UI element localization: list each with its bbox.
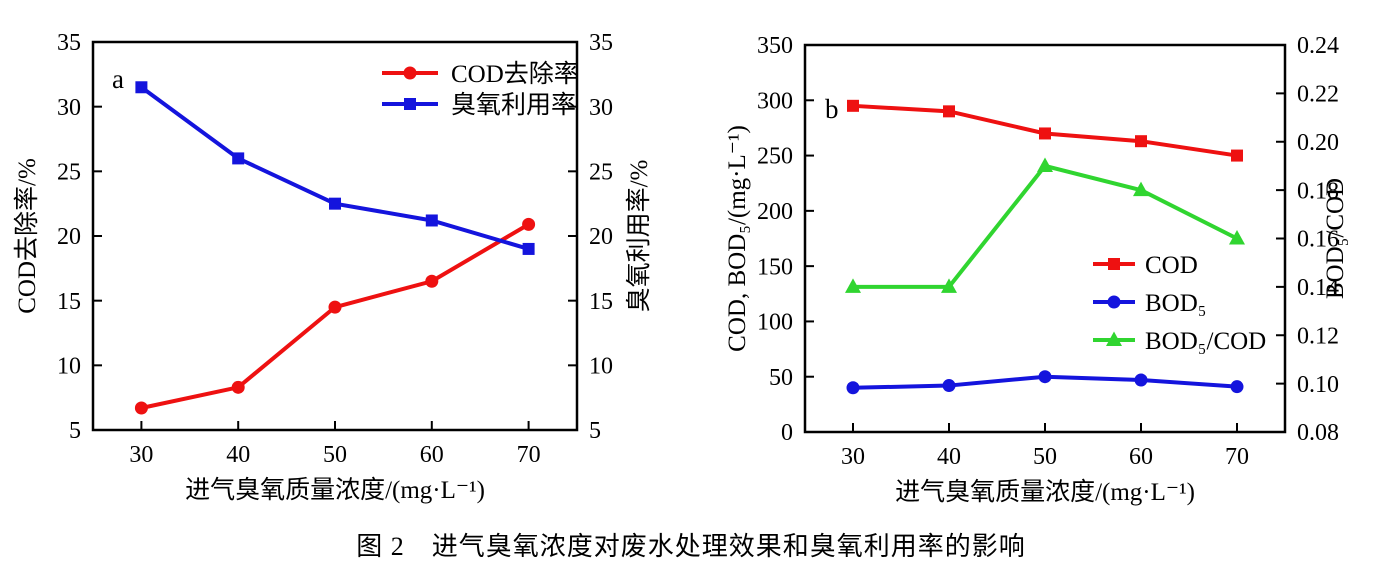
y-tick-label-right: 15 [589,289,613,315]
marker-circle [1134,373,1148,387]
x-tick-label: 40 [226,442,250,468]
axis-title-x: 进气臭氧质量浓度/(mg·L⁻¹) [185,476,485,504]
x-tick-label: 50 [323,442,347,468]
panel-label: b [825,94,839,124]
marker-square [232,152,245,165]
x-tick-label: 60 [1129,444,1153,470]
y-tick-label-left: 300 [757,88,793,114]
y-tick-label-left: 15 [57,289,81,315]
legend-item: 臭氧利用率 [382,91,576,119]
marker-circle [942,379,956,393]
y-tick-label-right: 0.18 [1297,178,1339,204]
y-tick-label-left: 50 [769,365,793,391]
y-tick-label-right: 0.14 [1297,275,1339,301]
chart-a-cod-removal-ozone-utilization: 30 40 50 60 70 5 10 15 20 25 30 35 5 10 15 20 25 30 35 进气臭氧… [13,30,653,504]
y-tick-label-left: 0 [781,420,793,446]
marker-circle [846,381,860,395]
y-tick-label-left: 20 [57,224,81,250]
marker-circle [134,401,148,415]
y-tick-label-right: 0.22 [1297,82,1339,108]
figure-2: 30 40 50 60 70 5 10 15 20 25 30 35 5 10 15 20 25 30 35 进气臭氧… [13,30,1349,561]
marker-circle [1230,380,1244,394]
y-tick-label-left: 200 [757,199,793,225]
marker-square [329,197,341,210]
y-tick-label-left: 350 [757,33,793,59]
marker-triangle [1229,230,1245,245]
x-tick-label: 70 [1225,444,1249,470]
legend-item: BOD₅ [1093,290,1207,317]
x-tick-label: 60 [420,442,444,468]
axis-title-y-left: COD去除率/% [13,158,41,314]
marker-circle [1107,295,1121,309]
marker-square [847,99,859,112]
y-tick-label-right: 30 [589,95,613,121]
marker-square [425,214,438,227]
y-tick-label-right: 0.16 [1297,227,1339,253]
axis-title-y-right: 臭氧利用率/% [625,160,653,313]
marker-circle [403,66,417,80]
marker-square [1231,149,1243,162]
x-tick-label: 30 [129,442,153,468]
marker-circle [425,274,439,288]
legend-item: COD去除率 [382,60,579,88]
marker-circle [231,380,245,394]
y-tick-label-right: 35 [589,30,613,56]
legend-item: BOD₅/COD [1093,328,1266,355]
marker-triangle [1133,181,1149,197]
y-tick-label-right: 0.10 [1297,372,1339,398]
y-tick-label-right: 25 [589,159,613,185]
series-line-red [140,222,530,410]
x-tick-label: 40 [937,444,961,470]
y-tick-label-left: 250 [757,144,793,170]
legend-label: COD去除率 [451,60,579,88]
marker-square [404,98,416,110]
marker-triangle [1106,331,1122,346]
charts-row: 30 40 50 60 70 5 10 15 20 25 30 35 5 10 15 20 25 30 35 进气臭氧… [13,30,1349,506]
y-tick-label-right: 10 [589,353,613,379]
marker-square [1039,127,1051,140]
y-tick-label-right: 20 [589,224,613,250]
marker-circle [328,300,342,314]
y-tick-label-left: 5 [69,418,81,444]
axis-title-x: 进气臭氧质量浓度/(mg·L⁻¹) [895,478,1195,506]
marker-square [1135,135,1147,148]
figure-caption: 图 2 进气臭氧浓度对废水处理效果和臭氧利用率的影响 [356,532,1026,561]
y-tick-label-right: 5 [589,418,601,444]
x-tick-label: 70 [517,442,541,468]
x-tick-label: 30 [841,444,865,470]
legend-item: COD [1093,252,1198,279]
legend-label: COD [1145,252,1198,279]
y-tick-label-right: 0.24 [1297,33,1339,59]
y-tick-label-right: 0.08 [1297,420,1339,446]
y-tick-label-left: 30 [57,95,81,121]
y-tick-label-left: 35 [57,30,81,56]
axis-title-y-left: COD, BOD₅/(mg·L⁻¹) [724,125,751,352]
marker-triangle [845,278,861,293]
marker-triangle [941,278,957,293]
y-tick-label-left: 25 [57,159,81,185]
panel-label: a [112,64,124,94]
legend-label: BOD₅/COD [1145,328,1266,355]
y-tick-label-right: 0.12 [1297,323,1339,349]
marker-square [1108,258,1120,270]
legend-label: 臭氧利用率 [451,91,576,119]
marker-circle [522,217,536,231]
marker-triangle [1037,157,1053,172]
y-tick-label-left: 100 [757,310,793,336]
legend-label: BOD₅ [1145,290,1207,317]
y-tick-label-left: 10 [57,353,81,379]
marker-square [522,242,535,255]
axis-title-y-right: BOD₅/COD [1322,178,1349,299]
x-tick-label: 50 [1033,444,1057,470]
chart-b-cod-bod5-ratio: 30 40 50 60 70 0 50 100 150 200 250 300 350 0.08 0.10 0… [724,33,1349,506]
marker-square [135,81,148,94]
marker-circle [1038,370,1052,384]
y-tick-label-left: 150 [757,254,793,280]
y-tick-label-right: 0.20 [1297,130,1339,156]
marker-square [943,105,955,118]
